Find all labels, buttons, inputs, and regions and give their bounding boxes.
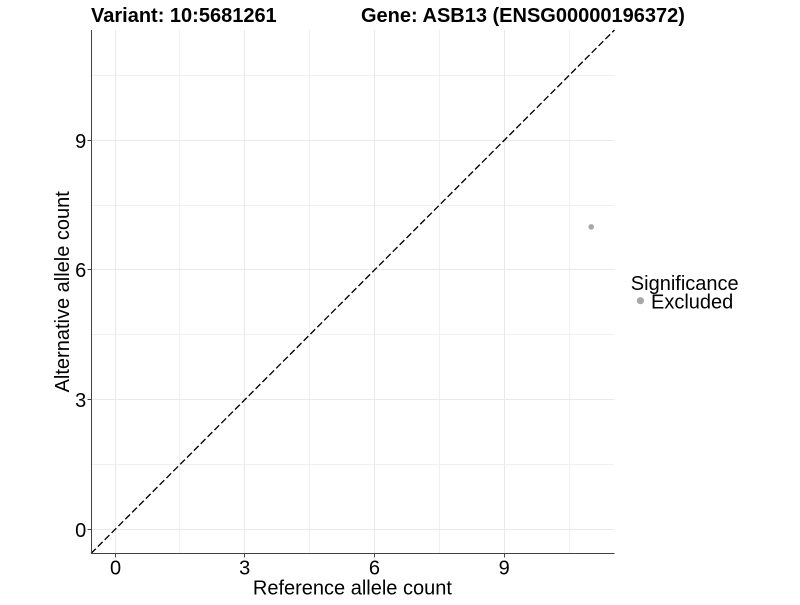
svg-text:Variant: 10:5681261: Variant: 10:5681261 bbox=[91, 5, 277, 27]
svg-text:0: 0 bbox=[110, 558, 121, 580]
svg-text:3: 3 bbox=[239, 558, 250, 580]
svg-text:Alternative allele count: Alternative allele count bbox=[52, 191, 74, 393]
svg-text:Gene: ASB13 (ENSG00000196372): Gene: ASB13 (ENSG00000196372) bbox=[361, 5, 685, 27]
svg-text:6: 6 bbox=[75, 260, 86, 282]
svg-text:0: 0 bbox=[75, 520, 86, 542]
svg-text:3: 3 bbox=[75, 390, 86, 412]
svg-text:Reference allele count: Reference allele count bbox=[253, 577, 452, 599]
svg-text:9: 9 bbox=[499, 558, 510, 580]
svg-text:Significance: Significance bbox=[631, 273, 739, 295]
svg-text:9: 9 bbox=[75, 131, 86, 153]
svg-text:Excluded: Excluded bbox=[651, 291, 733, 313]
svg-text:6: 6 bbox=[369, 558, 380, 580]
